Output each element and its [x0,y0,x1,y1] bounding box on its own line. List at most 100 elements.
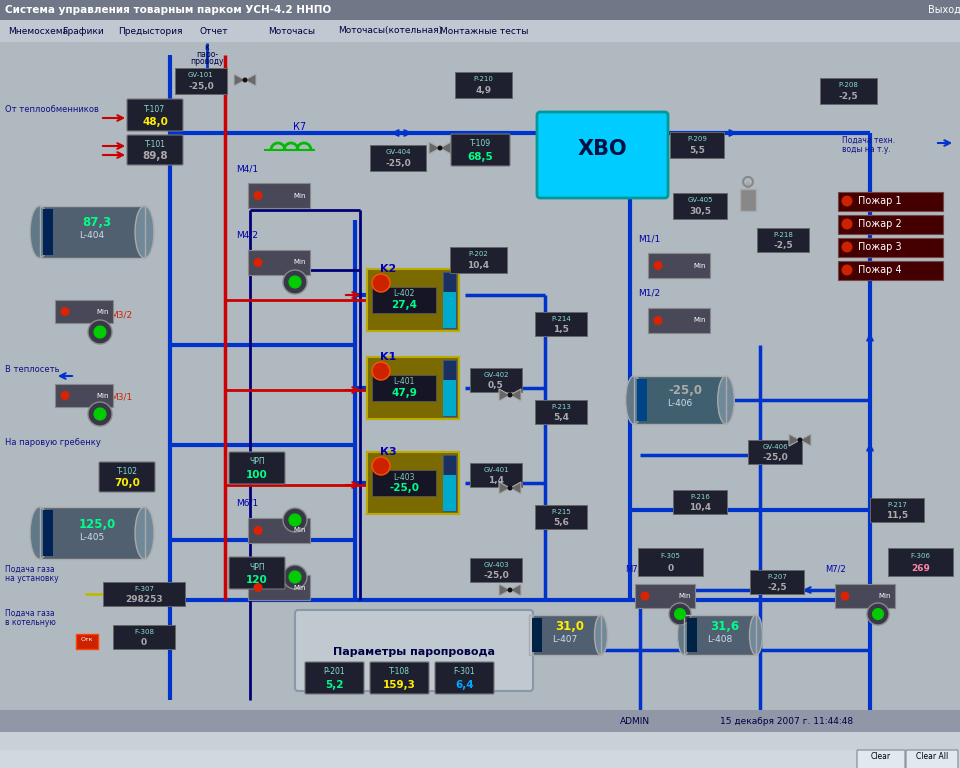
Text: 5,6: 5,6 [553,518,569,527]
Bar [529,615,601,655]
Text: Отк: Отк [81,637,93,642]
Text: Min: Min [693,317,706,323]
Bar [684,615,756,655]
Bar [443,475,456,511]
Bar [443,272,456,328]
Bar [888,548,953,576]
Text: проводу: проводу [190,57,224,66]
Text: К7: К7 [294,122,306,132]
Circle shape [867,603,889,625]
Polygon shape [429,142,440,154]
Circle shape [640,591,650,601]
Text: Подача газа: Подача газа [5,609,55,618]
Polygon shape [440,142,451,154]
Text: 125,0: 125,0 [79,518,115,531]
Text: 0,5: 0,5 [488,381,504,390]
FancyBboxPatch shape [295,610,533,691]
Text: 68,5: 68,5 [468,151,493,161]
FancyBboxPatch shape [229,557,285,589]
Text: М3/2: М3/2 [110,311,132,320]
Circle shape [253,583,262,592]
Circle shape [60,307,69,316]
FancyBboxPatch shape [127,99,183,131]
Bar [634,376,726,424]
FancyBboxPatch shape [370,662,429,694]
Text: T-107: T-107 [144,104,165,114]
Bar [648,253,710,278]
Bar [0,732,960,750]
Text: GV-101: GV-101 [188,72,214,78]
Circle shape [508,588,513,592]
Circle shape [253,258,262,267]
Text: -2,5: -2,5 [839,92,858,101]
Text: GV-405: GV-405 [687,197,712,204]
Circle shape [654,261,662,270]
Bar [443,455,456,511]
Circle shape [283,508,307,532]
Ellipse shape [30,507,49,559]
Bar [635,584,695,608]
Text: М7/2: М7/2 [825,565,846,574]
Circle shape [842,241,852,253]
Text: F-307: F-307 [134,586,154,591]
Ellipse shape [678,615,690,655]
Text: воды на т.у.: воды на т.у. [842,145,891,154]
Bar [637,379,647,421]
Text: 298253: 298253 [125,594,163,604]
Circle shape [842,196,852,207]
Text: 27,4: 27,4 [391,300,417,310]
Bar [42,209,53,255]
Polygon shape [245,74,256,86]
Text: ЧРП: ЧРП [250,458,265,466]
Text: -25,0: -25,0 [668,385,702,398]
Text: ADMIN: ADMIN [620,717,650,726]
Ellipse shape [135,206,154,258]
Text: К3: К3 [380,447,396,457]
Text: T-109: T-109 [470,140,492,148]
Bar [535,312,587,336]
Circle shape [654,316,662,325]
Text: GV-403: GV-403 [483,561,509,568]
Text: K2: K2 [380,264,396,274]
Circle shape [508,392,513,398]
Text: М6/1: М6/1 [236,499,258,508]
Bar [634,376,726,424]
Bar [39,206,145,258]
Text: ЧРП: ЧРП [250,562,265,571]
Text: Моточасы: Моточасы [268,27,315,35]
Circle shape [88,402,112,426]
Text: Предыстория: Предыстория [118,27,182,35]
FancyBboxPatch shape [127,135,183,165]
Text: М4/1: М4/1 [236,164,258,173]
FancyBboxPatch shape [229,452,285,484]
Ellipse shape [594,615,608,655]
Bar [838,215,943,234]
Text: М3/1: М3/1 [110,393,132,402]
Polygon shape [800,434,811,446]
Polygon shape [789,434,800,446]
Text: Min: Min [294,528,306,534]
Text: 269: 269 [911,564,930,573]
FancyBboxPatch shape [305,662,364,694]
Bar [670,132,724,158]
Circle shape [288,571,301,584]
Circle shape [288,513,301,527]
Text: 1,5: 1,5 [553,325,569,334]
Circle shape [669,603,691,625]
Bar [739,189,756,211]
Bar [39,206,145,258]
Circle shape [243,78,248,82]
Circle shape [674,608,686,620]
Circle shape [842,264,852,276]
Text: 0: 0 [141,637,147,647]
Text: 31,0: 31,0 [556,620,585,633]
Text: 0: 0 [667,564,674,573]
Bar [648,308,710,333]
Circle shape [872,608,884,620]
Text: Пожар 2: Пожар 2 [858,219,901,229]
Bar [55,300,113,323]
Bar [443,360,456,416]
Bar [42,510,53,556]
Text: 31,6: 31,6 [710,620,739,633]
Text: Clear: Clear [871,752,891,761]
